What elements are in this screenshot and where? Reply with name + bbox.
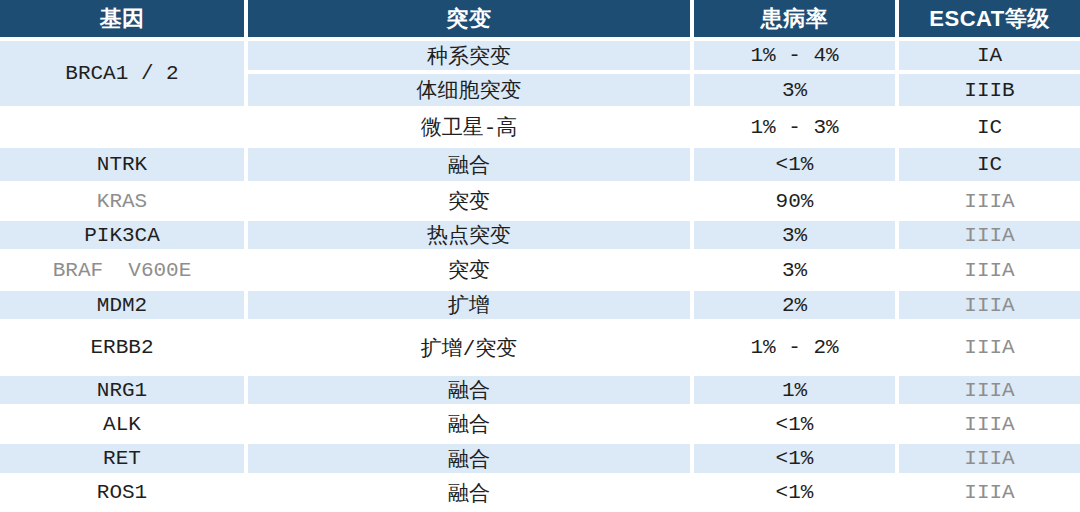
mutation-cell: 融合	[248, 444, 694, 477]
header-mutation: 突变	[248, 0, 694, 41]
mutation-cell: 突变	[248, 185, 694, 221]
gene-cell	[0, 110, 248, 148]
gene-cell: NTRK	[0, 148, 248, 185]
escat-cell: IIIA	[899, 185, 1080, 221]
mutation-cell: 扩增	[248, 291, 694, 323]
escat-cell: IIIB	[899, 74, 1080, 110]
mutation-cell: 体细胞突变	[248, 74, 694, 110]
prevalence-cell: 1% - 4%	[694, 41, 899, 74]
escat-cell: IIIA	[899, 477, 1080, 512]
gene-cell: RET	[0, 444, 248, 477]
escat-cell: IIIA	[899, 323, 1080, 376]
mutation-cell: 微卫星-高	[248, 110, 694, 148]
escat-cell: IC	[899, 148, 1080, 185]
table-row: PIK3CA 热点突变 3% IIIA	[0, 221, 1080, 253]
header-gene: 基因	[0, 0, 248, 41]
escat-cell: IIIA	[899, 253, 1080, 291]
prevalence-cell: 3%	[694, 74, 899, 110]
prevalence-cell: 1% - 3%	[694, 110, 899, 148]
prevalence-cell: 1% - 2%	[694, 323, 899, 376]
table-row: NRG1 融合 1% IIIA	[0, 376, 1080, 408]
mutation-cell: 融合	[248, 148, 694, 185]
gene-cell: KRAS	[0, 185, 248, 221]
prevalence-cell: 3%	[694, 221, 899, 253]
mutation-cell: 融合	[248, 408, 694, 444]
escat-cell: IA	[899, 41, 1080, 74]
prevalence-cell: 3%	[694, 253, 899, 291]
table-row: KRAS 突变 90% IIIA	[0, 185, 1080, 221]
escat-cell: IIIA	[899, 408, 1080, 444]
mutation-cell: 热点突变	[248, 221, 694, 253]
table-row: 微卫星-高 1% - 3% IC	[0, 110, 1080, 148]
table-row: ALK 融合 <1% IIIA	[0, 408, 1080, 444]
table-row: ROS1 融合 <1% IIIA	[0, 477, 1080, 512]
mutation-cell: 融合	[248, 376, 694, 408]
mutation-cell: 融合	[248, 477, 694, 512]
gene-cell: ALK	[0, 408, 248, 444]
mutation-cell: 突变	[248, 253, 694, 291]
prevalence-cell: 1%	[694, 376, 899, 408]
escat-cell: IC	[899, 110, 1080, 148]
table-row: BRAF V600E 突变 3% IIIA	[0, 253, 1080, 291]
prevalence-cell: <1%	[694, 148, 899, 185]
escat-gene-table: 基因 突变 患病率 ESCAT等级 BRCA1 / 2 种系突变 1% - 4%…	[0, 0, 1080, 512]
mutation-cell: 扩增/突变	[248, 323, 694, 376]
gene-cell: NRG1	[0, 376, 248, 408]
table-row: ERBB2 扩增/突变 1% - 2% IIIA	[0, 323, 1080, 376]
escat-cell: IIIA	[899, 291, 1080, 323]
header-prevalence: 患病率	[694, 0, 899, 41]
gene-cell: ROS1	[0, 477, 248, 512]
escat-cell: IIIA	[899, 376, 1080, 408]
gene-cell: ERBB2	[0, 323, 248, 376]
prevalence-cell: 2%	[694, 291, 899, 323]
table-row: NTRK 融合 <1% IC	[0, 148, 1080, 185]
gene-cell: PIK3CA	[0, 221, 248, 253]
gene-cell: BRCA1 / 2	[0, 41, 248, 110]
prevalence-cell: <1%	[694, 477, 899, 512]
header-escat: ESCAT等级	[899, 0, 1080, 41]
escat-cell: IIIA	[899, 444, 1080, 477]
prevalence-cell: <1%	[694, 408, 899, 444]
gene-cell: MDM2	[0, 291, 248, 323]
prevalence-cell: <1%	[694, 444, 899, 477]
gene-cell: BRAF V600E	[0, 253, 248, 291]
mutation-cell: 种系突变	[248, 41, 694, 74]
prevalence-cell: 90%	[694, 185, 899, 221]
table-row: MDM2 扩增 2% IIIA	[0, 291, 1080, 323]
escat-cell: IIIA	[899, 221, 1080, 253]
table-row: RET 融合 <1% IIIA	[0, 444, 1080, 477]
table-header-row: 基因 突变 患病率 ESCAT等级	[0, 0, 1080, 41]
table-row: BRCA1 / 2 种系突变 1% - 4% IA	[0, 41, 1080, 74]
